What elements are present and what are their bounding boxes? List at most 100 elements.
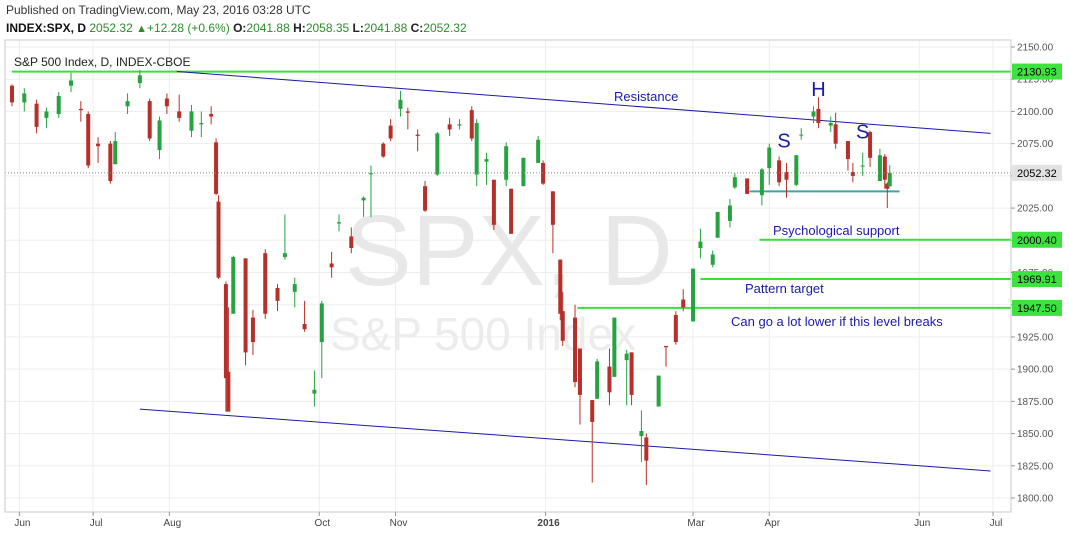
candle: [691, 268, 696, 322]
level-price-label: 2000.40: [1017, 235, 1057, 247]
candle-body: [777, 160, 782, 183]
candle-body: [673, 315, 678, 343]
candle: [885, 182, 890, 209]
horizontal-levels: [12, 70, 1011, 309]
candle: [639, 410, 644, 462]
candle-body: [231, 257, 236, 314]
y-tick-label: 1800.00: [1017, 494, 1054, 505]
candle-body: [157, 120, 162, 151]
candle-body: [727, 205, 732, 221]
candle-body: [509, 188, 514, 234]
level-price-label: 1947.50: [1017, 303, 1057, 315]
level-price-tag: [1012, 299, 1062, 316]
candle: [312, 370, 317, 407]
candle: [887, 165, 892, 187]
x-tick-label: Jun: [14, 518, 30, 529]
candle: [423, 181, 428, 212]
candle: [189, 104, 194, 138]
candle-body: [282, 253, 287, 258]
candle-body: [302, 324, 307, 330]
x-tick-label: Jun: [914, 518, 930, 529]
candle: [521, 157, 526, 187]
candle: [558, 259, 563, 321]
candle: [302, 300, 307, 332]
candle: [681, 289, 686, 312]
candle-body: [469, 110, 474, 139]
candle: [573, 304, 578, 388]
candle: [595, 358, 600, 399]
candle: [469, 106, 474, 142]
x-tick-label: Oct: [315, 518, 331, 529]
candle: [759, 168, 764, 206]
candle-body: [447, 124, 452, 130]
y-tick-label: 1875.00: [1017, 397, 1054, 408]
candle: [44, 107, 49, 129]
candle-body: [415, 134, 420, 136]
candle-body: [887, 172, 892, 187]
watermark: SPX, D S&P 500 Index: [330, 195, 673, 360]
candle-body: [794, 155, 799, 185]
level-annotation: Psychological support: [773, 223, 900, 238]
candle: [590, 400, 595, 483]
pattern-label: H: [811, 79, 825, 101]
candle: [673, 311, 678, 345]
low-label: L:: [352, 21, 364, 35]
last-price: 2052.32: [89, 21, 133, 35]
candle-body: [629, 352, 634, 395]
candle: [69, 72, 74, 93]
candle: [368, 165, 373, 218]
trendline: [176, 70, 991, 134]
candle: [125, 93, 130, 115]
candle-body: [474, 123, 479, 175]
candle: [108, 141, 113, 184]
candle: [214, 138, 219, 196]
candle-body: [137, 75, 142, 84]
candle: [784, 162, 789, 198]
candle: [56, 92, 61, 118]
symbol-label: INDEX:SPX, D: [6, 21, 87, 35]
x-tick-label: Jul: [990, 518, 1003, 529]
open-value: 2041.88: [246, 21, 290, 35]
y-tick-label: 1900.00: [1017, 365, 1054, 376]
candle-body: [108, 143, 113, 182]
level-annotation: Can go a lot lower if this level breaks: [731, 314, 943, 329]
candle-body: [398, 99, 403, 109]
candle-body: [319, 303, 324, 343]
candle: [10, 84, 14, 107]
candle-body: [329, 263, 334, 268]
candle: [882, 153, 887, 189]
candle: [329, 251, 334, 278]
y-tick-label: 2125.00: [1017, 75, 1054, 86]
candle: [282, 214, 287, 260]
candle-body: [223, 284, 228, 379]
candle: [607, 348, 612, 406]
candle-body: [691, 268, 696, 322]
candle: [799, 128, 804, 140]
candle: [474, 119, 479, 187]
candle-body: [435, 133, 440, 175]
watermark-symbol: SPX, D: [345, 195, 673, 307]
open-label: O:: [233, 21, 247, 35]
candle: [727, 199, 732, 228]
y-tick-label: 1850.00: [1017, 429, 1054, 440]
candle-body: [388, 125, 393, 139]
candle-body: [189, 111, 194, 131]
candle: [777, 156, 782, 187]
y-tick-label: 2025.00: [1017, 204, 1054, 215]
candle-body: [784, 171, 789, 180]
candle-body: [882, 156, 887, 180]
candle-body: [381, 143, 386, 157]
candle-body: [850, 171, 855, 176]
candle: [457, 119, 462, 130]
candle: [250, 309, 255, 355]
candle-body: [312, 389, 317, 394]
candle: [137, 70, 142, 89]
candle: [223, 281, 228, 412]
candle: [86, 111, 91, 169]
candle-body: [199, 123, 204, 125]
candle-body: [216, 201, 221, 278]
last-price-label: 2052.32: [1017, 168, 1057, 180]
level-annotation: Pattern target: [745, 281, 824, 296]
candle-body: [125, 101, 130, 107]
